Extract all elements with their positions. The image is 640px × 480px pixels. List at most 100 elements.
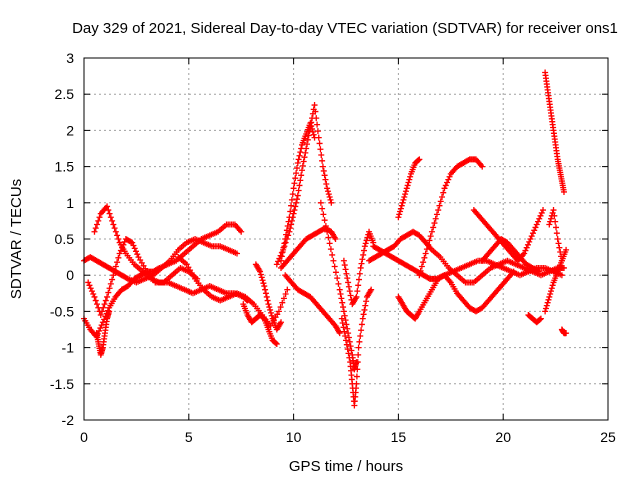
data-point <box>283 231 290 238</box>
data-point <box>344 325 351 332</box>
data-point <box>364 234 371 241</box>
series-track-7 <box>240 301 280 347</box>
data-point <box>340 308 347 315</box>
data-point <box>346 288 353 295</box>
data-point <box>294 159 301 166</box>
data-point <box>343 337 349 344</box>
data-point <box>284 222 291 229</box>
data-point <box>537 315 544 322</box>
data-point <box>338 315 345 322</box>
data-point <box>109 217 116 224</box>
data-point <box>343 270 350 277</box>
data-point <box>363 298 370 305</box>
data-point <box>358 260 365 267</box>
data-point <box>298 145 305 152</box>
data-point <box>282 236 289 242</box>
data-point <box>547 288 554 295</box>
data-point <box>90 291 97 298</box>
data-point <box>355 351 362 358</box>
data-point <box>300 158 307 165</box>
data-point <box>127 238 134 245</box>
chart-title: Day 329 of 2021, Sidereal Day-to-day VTE… <box>72 20 618 37</box>
series-track-20 <box>416 156 486 279</box>
data-point <box>294 192 301 199</box>
data-point <box>288 202 295 209</box>
data-point <box>321 217 328 224</box>
data-point <box>417 267 424 274</box>
data-point <box>278 319 285 326</box>
data-point <box>295 187 302 194</box>
data-point <box>298 167 305 174</box>
data-point <box>426 237 433 244</box>
data-point <box>298 172 305 179</box>
data-point <box>317 199 324 206</box>
data-point <box>267 309 274 316</box>
data-point <box>92 297 99 304</box>
data-point <box>355 282 362 289</box>
x-tick-label: 5 <box>185 429 193 445</box>
data-point <box>115 236 122 242</box>
data-point <box>355 276 362 283</box>
data-point <box>296 182 303 189</box>
data-point <box>342 317 349 324</box>
series-track-24 <box>525 312 544 326</box>
x-axis-label: GPS time / hours <box>289 458 403 475</box>
data-point <box>362 240 369 247</box>
data-point <box>106 210 113 217</box>
data-point <box>272 340 279 347</box>
data-point <box>533 221 540 228</box>
data-point <box>267 306 274 313</box>
data-point <box>353 373 360 380</box>
data-point <box>544 299 551 306</box>
data-point <box>302 149 309 156</box>
data-point <box>106 308 113 315</box>
data-point <box>323 180 330 187</box>
data-point <box>560 264 567 271</box>
series-track-12 <box>282 272 343 337</box>
series-track-10 <box>278 120 318 264</box>
data-point <box>336 330 343 337</box>
data-point <box>540 207 547 214</box>
data-point <box>358 327 365 334</box>
data-point <box>418 263 425 270</box>
data-point <box>331 263 338 270</box>
data-point <box>96 214 103 221</box>
data-point <box>99 319 106 326</box>
data-point <box>342 333 349 340</box>
data-point <box>552 218 559 225</box>
data-point <box>130 242 137 249</box>
data-point <box>547 291 554 298</box>
y-tick-label: 1.5 <box>55 159 75 175</box>
data-point <box>234 250 241 257</box>
data-point <box>396 211 403 218</box>
x-tick-label: 20 <box>495 429 511 445</box>
data-point <box>277 252 284 259</box>
data-point <box>353 380 360 387</box>
data-point <box>328 199 335 206</box>
data-point <box>105 207 112 214</box>
data-point <box>345 334 352 341</box>
y-tick-label: -1.5 <box>50 376 74 392</box>
data-point <box>522 247 529 254</box>
data-point <box>320 211 327 218</box>
data-point <box>400 196 407 203</box>
data-point <box>291 207 298 214</box>
data-point <box>431 220 438 227</box>
data-points <box>81 69 570 409</box>
y-tick-label: -0.5 <box>50 303 74 319</box>
data-point <box>360 251 367 258</box>
data-point <box>404 182 411 189</box>
data-point <box>319 157 326 164</box>
data-point <box>401 194 408 201</box>
data-point <box>97 325 104 332</box>
data-point <box>107 214 114 221</box>
data-point <box>558 253 565 260</box>
y-tick-label: 2 <box>66 122 74 138</box>
data-point <box>407 173 414 180</box>
data-point <box>263 293 270 300</box>
y-axis-ticks: -2 -1.5 -1 -0.5 0 0.5 1 1.5 2 2.5 3 <box>50 50 608 428</box>
data-point <box>325 234 332 241</box>
x-tick-label: 10 <box>286 429 302 445</box>
series-track-22 <box>470 207 547 264</box>
data-point <box>290 185 297 192</box>
